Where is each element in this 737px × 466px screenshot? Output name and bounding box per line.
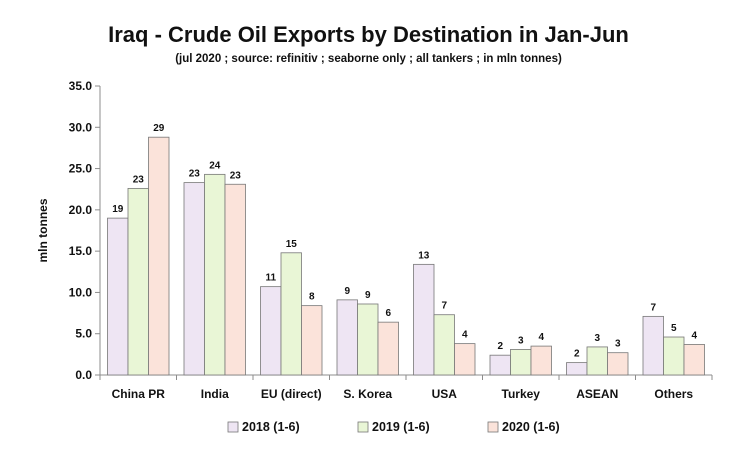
bar — [260, 286, 282, 376]
legend-label: 2018 (1-6) — [242, 420, 300, 434]
bar — [489, 354, 511, 376]
data-label: 29 — [153, 123, 165, 134]
bar — [357, 303, 379, 376]
data-label: 9 — [365, 290, 371, 301]
y-tick-label: 25.0 — [69, 162, 93, 176]
x-tick-label: S. Korea — [343, 387, 392, 401]
bar — [683, 344, 705, 376]
bar — [127, 187, 149, 376]
legend-label: 2019 (1-6) — [372, 420, 430, 434]
legend-swatch — [227, 421, 239, 433]
chart-title: Iraq - Crude Oil Exports by Destination … — [108, 22, 629, 47]
bar — [663, 336, 685, 376]
x-tick-label: USA — [432, 387, 458, 401]
data-label: 4 — [462, 330, 468, 341]
data-label: 4 — [538, 332, 544, 343]
bar — [607, 352, 629, 376]
bar — [433, 314, 455, 376]
data-label: 9 — [344, 286, 350, 297]
bar — [107, 217, 129, 376]
data-label: 5 — [671, 323, 677, 334]
data-label: 11 — [265, 273, 276, 284]
data-label: 19 — [112, 204, 124, 215]
data-label: 24 — [209, 160, 221, 171]
x-tick-label: EU (direct) — [261, 387, 322, 401]
bar — [566, 362, 588, 376]
y-tick-label: 15.0 — [69, 244, 93, 258]
data-label: 6 — [385, 308, 391, 319]
data-label: 8 — [309, 292, 315, 303]
data-label: 15 — [286, 239, 298, 250]
data-label: 23 — [133, 174, 145, 185]
y-tick-label: 5.0 — [75, 327, 92, 341]
y-axis-label: mln tonnes — [36, 198, 50, 262]
chart-subtitle: (jul 2020 ; source: refinitiv ; seaborne… — [175, 53, 562, 65]
bar — [280, 252, 302, 376]
bar — [510, 349, 532, 376]
data-label: 2 — [497, 341, 503, 352]
x-tick-label: Turkey — [502, 387, 541, 401]
data-label: 23 — [230, 170, 242, 181]
x-tick-label: Others — [654, 387, 693, 401]
bar — [642, 315, 664, 376]
legend-swatch — [487, 421, 499, 433]
data-label: 4 — [691, 330, 697, 341]
data-label: 23 — [189, 169, 201, 180]
x-tick-label: India — [201, 387, 229, 401]
bar — [183, 182, 205, 376]
legend-label: 2020 (1-6) — [502, 420, 560, 434]
x-tick-label: China PR — [112, 387, 166, 401]
bar — [530, 345, 552, 376]
x-tick-label: ASEAN — [576, 387, 618, 401]
y-tick-label: 30.0 — [69, 120, 93, 134]
data-label: 13 — [418, 250, 430, 261]
bar — [454, 343, 476, 376]
y-tick-label: 35.0 — [69, 79, 93, 93]
y-tick-label: 20.0 — [69, 203, 93, 217]
bar — [586, 346, 608, 376]
y-tick-label: 10.0 — [69, 285, 93, 299]
bar — [413, 263, 435, 376]
bar — [336, 299, 358, 376]
y-tick-label: 0.0 — [75, 368, 92, 382]
bar — [148, 136, 170, 376]
data-label: 3 — [518, 335, 524, 346]
data-label: 2 — [574, 349, 580, 360]
bar — [224, 183, 246, 376]
bar — [204, 173, 226, 376]
data-label: 7 — [650, 302, 656, 313]
bar — [301, 305, 323, 376]
legend-swatch — [357, 421, 369, 433]
bar — [377, 321, 399, 376]
data-label: 3 — [615, 339, 621, 350]
data-label: 3 — [594, 333, 600, 344]
data-label: 7 — [441, 301, 447, 312]
